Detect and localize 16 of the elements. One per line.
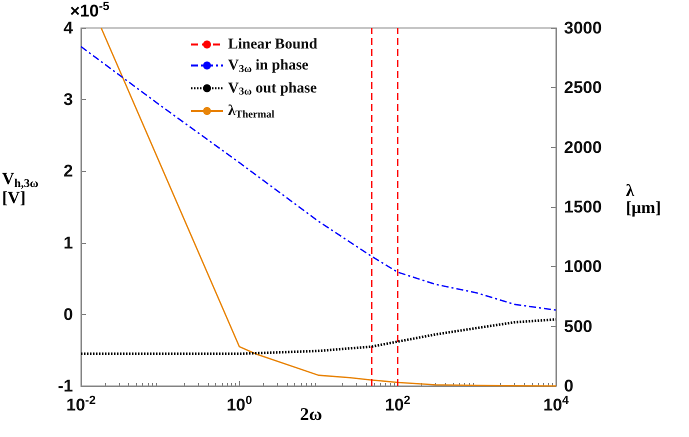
y2-tick-label: 1000: [564, 257, 602, 276]
y2-tick-label: 2000: [564, 138, 602, 157]
y2-axis-title: λ [μm]: [626, 181, 662, 217]
y2-tick-label: 2500: [564, 78, 602, 98]
y-tick-label: 0: [64, 304, 73, 324]
y-tick-label: 4: [64, 18, 74, 38]
y2-tick-label: 3000: [564, 18, 602, 38]
y2-tick-label: 1500: [564, 198, 602, 216]
y-tick-label: 1: [64, 233, 73, 252]
y-tick-label: 2: [64, 162, 73, 181]
y-tick-label: 3: [64, 90, 73, 110]
y2-tick-label: 500: [564, 316, 592, 336]
y-tick-label: -1: [58, 376, 73, 396]
x-axis-title: 2ω: [300, 404, 322, 424]
legend-label: Linear Bound: [228, 36, 318, 52]
y2-tick-label: 0: [564, 376, 574, 396]
